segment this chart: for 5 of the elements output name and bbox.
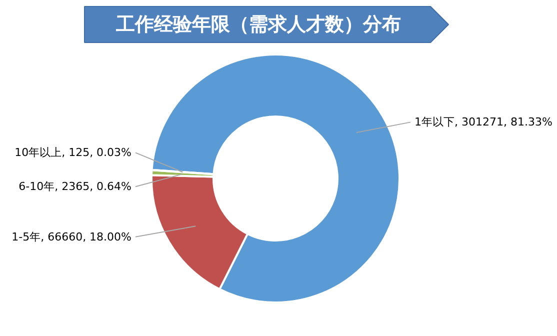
- slice-label: 10年以上, 125, 0.03%: [14, 146, 132, 160]
- slice-label: 1年以下, 301271, 81.33%: [414, 116, 552, 129]
- slice-label: 6-10年, 2365, 0.64%: [18, 180, 132, 194]
- chart-title: 工作经验年限（需求人才数）分布: [115, 14, 401, 36]
- slice-label: 1-5年, 66660, 18.00%: [12, 230, 132, 244]
